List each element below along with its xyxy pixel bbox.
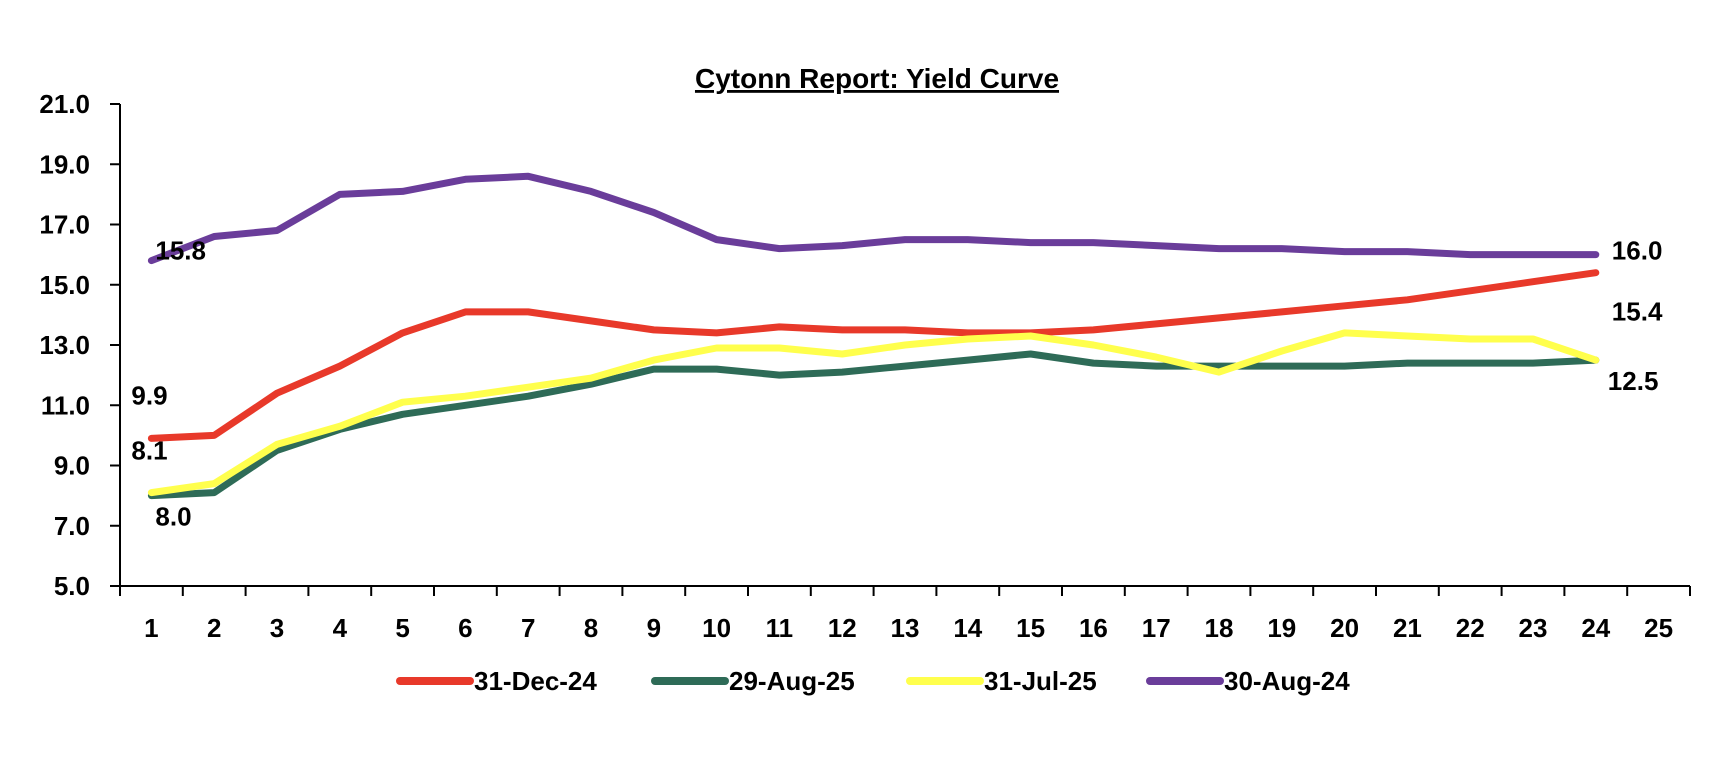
legend-label: 31-Jul-25 [984,666,1097,696]
data-label: 12.5 [1608,366,1659,396]
y-tick-label: 15.0 [39,270,90,300]
x-tick-label: 8 [584,613,598,643]
series-line-30-aug-24 [147,172,1600,265]
x-tick-label: 6 [458,613,472,643]
x-tick-label: 14 [953,613,982,643]
x-tick-label: 15 [1016,613,1045,643]
x-tick-label: 2 [207,613,221,643]
data-label: 9.9 [131,380,167,410]
series-line-31-jul-25 [147,329,1600,497]
x-tick-label: 21 [1393,613,1422,643]
legend-label: 30-Aug-24 [1224,666,1350,696]
data-label: 15.8 [155,236,206,266]
x-axis-ticks: 1 2 3 4 5 6 7 8 9 10 11 12 13 14 15 16 17 18 19 20 21 22 23 24 2… [119,586,1691,643]
x-tick-label: 5 [395,613,409,643]
x-tick-label: 23 [1519,613,1548,643]
legend-label: 31-Dec-24 [474,666,597,696]
x-tick-label: 24 [1581,613,1610,643]
chart-title: Cytonn Report: Yield Curve [695,63,1059,94]
y-tick-label: 21.0 [39,89,90,119]
data-labels: 15.8 9.9 8.1 8.0 16.0 15.4 12.5 [131,236,1663,532]
x-tick-label: 25 [1644,613,1673,643]
x-tick-label: 20 [1330,613,1359,643]
data-label: 15.4 [1612,297,1663,327]
series-line-31-dec-24 [147,269,1600,442]
x-tick-label: 22 [1456,613,1485,643]
y-tick-label: 17.0 [39,210,90,240]
x-tick-label: 3 [270,613,284,643]
y-tick-label: 7.0 [54,511,90,541]
x-tick-label: 16 [1079,613,1108,643]
x-tick-label: 19 [1267,613,1296,643]
y-tick-label: 11.0 [41,390,90,420]
x-tick-label: 13 [891,613,920,643]
x-tick-label: 11 [766,613,794,643]
x-tick-label: 12 [828,613,857,643]
x-tick-label: 1 [144,613,158,643]
y-tick-label: 19.0 [39,149,90,179]
data-label: 16.0 [1612,236,1663,266]
x-tick-label: 18 [1205,613,1234,643]
series-lines [147,172,1600,500]
x-tick-label: 9 [647,613,661,643]
x-tick-label: 7 [521,613,535,643]
y-tick-label: 9.0 [54,451,90,481]
x-tick-label: 17 [1142,613,1171,643]
legend: 31-Dec-24 29-Aug-25 31-Jul-25 30-Aug-24 [396,666,1350,696]
data-label: 8.0 [155,502,191,532]
data-label: 8.1 [131,436,167,466]
x-tick-label: 10 [702,613,731,643]
series-line-29-aug-25 [147,350,1600,500]
y-axis-ticks: 5.0 7.0 9.0 11.0 13.0 15.0 17.0 19.0 21.0 [39,89,120,601]
y-tick-label: 5.0 [54,571,90,601]
x-tick-label: 4 [333,613,348,643]
y-tick-label: 13.0 [39,330,90,360]
legend-label: 29-Aug-25 [729,666,855,696]
